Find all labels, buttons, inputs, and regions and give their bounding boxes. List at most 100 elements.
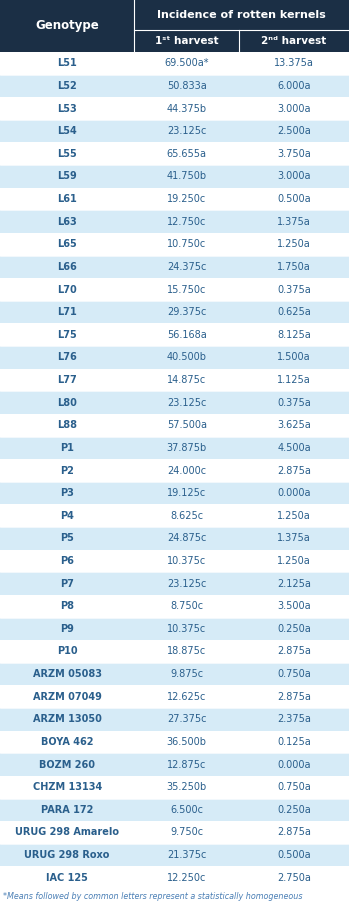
Bar <box>0 459 349 482</box>
Text: 36.500b: 36.500b <box>167 737 207 747</box>
Bar <box>0 436 349 459</box>
Text: 3.000a: 3.000a <box>277 104 311 114</box>
Text: 1.500a: 1.500a <box>277 353 311 363</box>
Bar <box>0 233 349 256</box>
Bar <box>0 75 349 97</box>
Text: L88: L88 <box>57 420 77 430</box>
Bar <box>0 120 349 142</box>
Text: ARZM 13050: ARZM 13050 <box>33 714 102 724</box>
Bar <box>0 52 349 75</box>
Text: 69.500a*: 69.500a* <box>164 58 209 68</box>
Text: 44.375b: 44.375b <box>167 104 207 114</box>
Bar <box>0 685 349 708</box>
Text: 12.250c: 12.250c <box>167 873 206 883</box>
Text: 23.125c: 23.125c <box>167 397 206 407</box>
Bar <box>0 799 349 821</box>
Text: P9: P9 <box>60 624 74 634</box>
Text: 4.500a: 4.500a <box>277 443 311 453</box>
Text: P4: P4 <box>60 511 74 521</box>
Text: 3.625a: 3.625a <box>277 420 311 430</box>
Text: L75: L75 <box>57 330 77 340</box>
Text: L63: L63 <box>57 217 77 227</box>
Text: 9.875c: 9.875c <box>170 669 203 679</box>
Bar <box>0 731 349 753</box>
Bar <box>0 301 349 323</box>
Text: 29.375c: 29.375c <box>167 307 206 317</box>
Text: L53: L53 <box>57 104 77 114</box>
Text: 8.625c: 8.625c <box>170 511 203 521</box>
Text: 35.250b: 35.250b <box>166 783 207 793</box>
Text: ARZM 05083: ARZM 05083 <box>33 669 102 679</box>
Text: L65: L65 <box>57 240 77 250</box>
Text: 37.875b: 37.875b <box>166 443 207 453</box>
Text: 0.375a: 0.375a <box>277 397 311 407</box>
Text: 0.750a: 0.750a <box>277 669 311 679</box>
Text: CHZM 13134: CHZM 13134 <box>32 783 102 793</box>
Text: P6: P6 <box>60 556 74 566</box>
Text: 8.750c: 8.750c <box>170 601 203 611</box>
Text: BOZM 260: BOZM 260 <box>39 760 95 770</box>
Text: 24.375c: 24.375c <box>167 261 206 271</box>
Text: P5: P5 <box>60 533 74 543</box>
Text: 9.750c: 9.750c <box>170 827 203 837</box>
Text: L54: L54 <box>57 127 77 136</box>
Text: 3.000a: 3.000a <box>277 171 311 181</box>
Text: 3.500a: 3.500a <box>277 601 311 611</box>
Bar <box>0 821 349 844</box>
Text: BOYA 462: BOYA 462 <box>41 737 94 747</box>
Text: L55: L55 <box>57 148 77 159</box>
Text: 2.875a: 2.875a <box>277 827 311 837</box>
Text: 0.250a: 0.250a <box>277 624 311 634</box>
Text: P10: P10 <box>57 647 77 657</box>
Text: P8: P8 <box>60 601 74 611</box>
Text: 2.875a: 2.875a <box>277 691 311 701</box>
Text: 12.875c: 12.875c <box>167 760 206 770</box>
Text: 10.375c: 10.375c <box>167 624 206 634</box>
Text: PARA 172: PARA 172 <box>41 804 94 814</box>
Text: 10.375c: 10.375c <box>167 556 206 566</box>
Text: 40.500b: 40.500b <box>167 353 207 363</box>
Text: 12.750c: 12.750c <box>167 217 206 227</box>
Bar <box>0 142 349 165</box>
Bar <box>0 708 349 731</box>
Text: L71: L71 <box>57 307 77 317</box>
Text: 1.375a: 1.375a <box>277 217 311 227</box>
Text: L66: L66 <box>57 261 77 271</box>
Text: L80: L80 <box>57 397 77 407</box>
Text: URUG 298 Amarelo: URUG 298 Amarelo <box>15 827 119 837</box>
Text: 2.125a: 2.125a <box>277 578 311 589</box>
Text: 15.750c: 15.750c <box>167 284 206 294</box>
Text: 0.500a: 0.500a <box>277 850 311 860</box>
Bar <box>0 549 349 572</box>
Text: 19.250c: 19.250c <box>167 194 206 204</box>
Text: L61: L61 <box>57 194 77 204</box>
Bar <box>0 505 349 527</box>
Text: 65.655a: 65.655a <box>167 148 207 159</box>
Text: 3.750a: 3.750a <box>277 148 311 159</box>
Text: 1.750a: 1.750a <box>277 261 311 271</box>
Text: 8.125a: 8.125a <box>277 330 311 340</box>
Text: 50.833a: 50.833a <box>167 81 207 91</box>
Text: 18.875c: 18.875c <box>167 647 206 657</box>
Text: Incidence of rotten kernels: Incidence of rotten kernels <box>157 10 326 20</box>
Bar <box>0 369 349 392</box>
Bar <box>0 866 349 889</box>
Text: IAC 125: IAC 125 <box>46 873 88 883</box>
Text: 19.125c: 19.125c <box>167 488 206 498</box>
Bar <box>0 256 349 278</box>
Text: 2.500a: 2.500a <box>277 127 311 136</box>
Bar <box>0 278 349 301</box>
Text: 1ˢᵗ harvest: 1ˢᵗ harvest <box>155 36 218 46</box>
Text: 1.375a: 1.375a <box>277 533 311 543</box>
Bar <box>0 753 349 776</box>
Text: *Means followed by common letters represent a statistically homogeneous: *Means followed by common letters repres… <box>3 892 303 901</box>
Text: 57.500a: 57.500a <box>167 420 207 430</box>
Bar <box>0 165 349 188</box>
Text: 14.875c: 14.875c <box>167 375 206 385</box>
Text: P3: P3 <box>60 488 74 498</box>
Text: 1.125a: 1.125a <box>277 375 311 385</box>
Text: 27.375c: 27.375c <box>167 714 207 724</box>
Text: P1: P1 <box>60 443 74 453</box>
Text: 21.375c: 21.375c <box>167 850 206 860</box>
Bar <box>0 527 349 549</box>
